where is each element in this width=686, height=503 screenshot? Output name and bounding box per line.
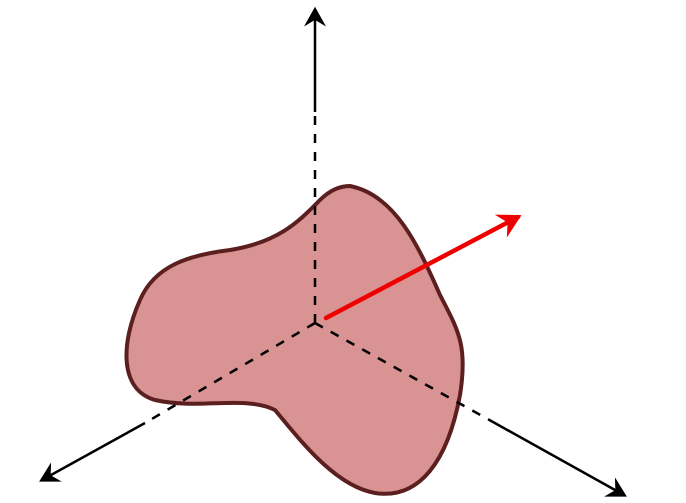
left-axis-dashed [144, 321, 316, 425]
surface-patch [124, 184, 465, 496]
right-axis [314, 321, 627, 497]
right-axis-dashed [314, 321, 494, 424]
right-axis-solid [492, 420, 627, 497]
normal-vector [323, 214, 522, 321]
left-axis [39, 321, 316, 482]
left-axis-solid [39, 421, 146, 482]
